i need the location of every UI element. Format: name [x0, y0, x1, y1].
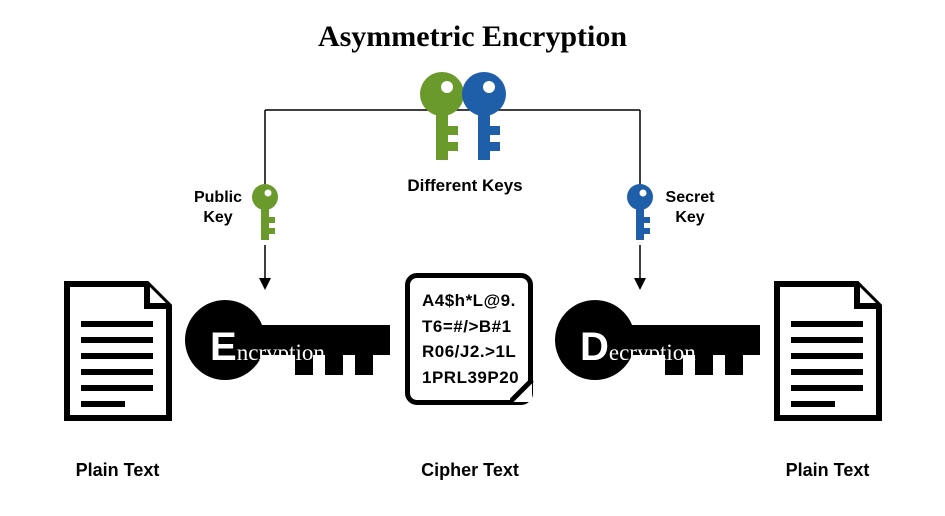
plaintext-right-doc-icon [765, 278, 890, 428]
plaintext-right-label: Plain Text [765, 460, 890, 481]
encryption-rest: ncryption [237, 340, 325, 365]
encryption-first-letter: E [210, 325, 237, 369]
encryption-key-label: Encryption [210, 325, 325, 370]
public-key-label: PublicKey [188, 188, 248, 228]
secret-key-label: SecretKey [660, 188, 720, 228]
secret-key-label-l1: SecretKey [666, 189, 715, 226]
plaintext-left-doc-icon [55, 278, 180, 428]
center-keys-label: Different Keys [380, 175, 550, 196]
cipher-notch-icon [510, 380, 540, 410]
public-key-icon [252, 184, 312, 254]
cipher-line-1: A4$h*L@9. [422, 288, 516, 314]
ciphertext-label: Cipher Text [405, 460, 535, 481]
cipher-line-4: 1PRL39P20 [422, 365, 516, 391]
decryption-key-label: Decryption [580, 325, 696, 370]
plaintext-left-label: Plain Text [55, 460, 180, 481]
decryption-rest: ecryption [609, 340, 696, 365]
center-blue-key-icon [462, 72, 562, 172]
public-key-label-l1: PublicKey [194, 189, 242, 226]
decryption-first-letter: D [580, 325, 609, 369]
cipher-line-2: T6=#/>B#1 [422, 314, 516, 340]
cipher-line-3: R06/J2.>1L [422, 339, 516, 365]
